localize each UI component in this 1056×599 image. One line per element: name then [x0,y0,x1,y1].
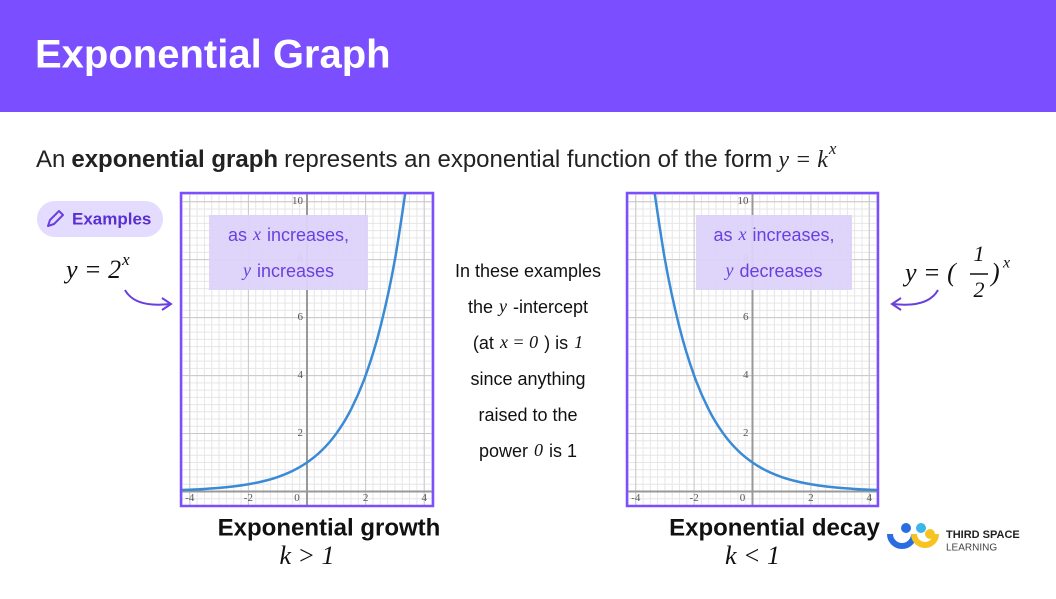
x-tick-label: -4 [185,492,195,504]
page-title: Exponential Graph [35,33,391,77]
right-formula-sup: x [1002,255,1010,272]
text-part: An [36,146,65,173]
curve [181,193,407,492]
curve [653,193,878,492]
text-part: exponential graph [71,146,278,173]
superscript: x [121,250,130,269]
x-tick-label: 4 [866,492,872,504]
y-tick-label: 4 [298,369,304,381]
chart: -4-2024246810asxincreases,yincreasesExpo… [179,191,441,570]
right-formula-left: y = ( [902,258,957,287]
text-part: In these examples [455,261,601,281]
text-part: ) is [544,333,568,353]
annotation-line: y increases [241,260,334,281]
text-part: increases, [752,225,834,245]
x-tick-label: -2 [244,492,253,504]
plot-border [179,191,435,508]
logo-dot [916,523,926,533]
caption: Exponential growth [218,514,441,541]
condition: k > 1 [279,541,334,570]
text-part: y [241,260,251,280]
logo-dot [901,523,911,533]
intro-text: An exponential graph represents an exponen… [36,139,837,173]
superscript: x [828,139,837,158]
right-arrowhead [890,297,902,311]
logo-shape [911,533,939,548]
text-part: increases, [267,225,349,245]
y-tick-label: 2 [743,427,749,439]
y-tick-label: 6 [743,311,749,323]
text-part: y [497,296,507,316]
middle-note: In these examples the y -intercept (at x = 0)… [455,261,601,461]
annotation-box [209,215,368,290]
logo-shape [887,533,917,549]
text-part: is 1 [549,441,577,461]
y-tick-label: 10 [738,195,750,207]
text-part: x [252,224,261,244]
text-part: increases [257,261,334,281]
text-part: 1 [574,332,583,352]
y-tick-label: 6 [298,311,304,323]
right-formula-right: ) [989,258,1000,287]
text-part: the [468,297,493,317]
annotation-line: as x increases, [713,224,834,245]
text-part: -intercept [513,297,588,317]
text-part: as [228,225,247,245]
button-bg [35,199,165,239]
text-part: y [723,260,733,280]
text-part: since anything [470,369,585,389]
annotation-line: as x increases, [228,224,349,245]
left-arrowhead [161,297,173,311]
logo-dot [925,529,935,539]
note-line: raised to the [478,405,577,425]
y-tick-label: 2 [298,427,304,439]
header-bar [0,0,1056,112]
left-arrow [124,289,171,306]
logo-line1: THIRD SPACE [946,529,1020,541]
text-part: as [713,225,732,245]
caption: Exponential decay [669,514,880,541]
fraction-numerator: 1 [974,241,985,266]
text-part: (at [473,333,494,353]
x-tick-label: 0 [294,492,300,504]
note-line: (at x = 0 ) is 1 [473,332,583,353]
y-tick-label: 4 [743,369,749,381]
condition: k < 1 [725,541,780,570]
text-part: x [737,224,746,244]
button-label: Examples [72,209,151,228]
x-tick-label: 2 [808,492,814,504]
left-formula: y = 2x [63,250,130,284]
note-line: In these examples [455,261,601,281]
charts: -4-2024246810asxincreases,yincreasesExpo… [179,191,881,570]
note-line: the y -intercept [468,296,588,317]
text-part: power [479,441,528,461]
plot-border [625,191,880,508]
note-line: power 0 is 1 [479,440,577,461]
pencil-icon [47,210,64,227]
logo-line2: LEARNING [946,543,997,554]
text-part: raised to the [478,405,577,425]
logo: THIRD SPACE LEARNING [887,523,1020,554]
x-tick-label: 2 [363,492,369,504]
annotation-line: y decreases [723,260,822,281]
x-tick-label: -2 [690,492,699,504]
x-tick-label: 4 [421,492,427,504]
right-arrow [892,289,939,306]
text-part: y = 2 [63,255,121,284]
text-part: decreases [739,261,822,281]
x-tick-label: 0 [740,492,746,504]
text-part: y = k [776,147,828,173]
chart: -4-2024246810asxincreases,ydecreasesExpo… [625,191,881,570]
text-part: represents an exponential function of th… [284,146,772,173]
text-part: 0 [534,440,543,460]
x-tick-label: -4 [631,492,641,504]
examples-button[interactable]: Examples [35,199,165,239]
note-line: since anything [470,369,585,389]
y-tick-label: 10 [292,195,304,207]
annotation-box [696,215,852,290]
text-part: x = 0 [499,332,538,352]
fraction-denominator: 2 [974,277,985,302]
